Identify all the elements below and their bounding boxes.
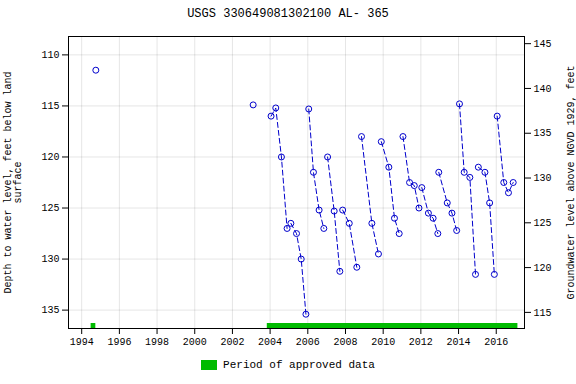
- svg-text:1998: 1998: [145, 337, 169, 348]
- svg-text:2012: 2012: [409, 337, 433, 348]
- svg-text:Groundwater level above NGVD 1: Groundwater level above NGVD 1929, feet: [566, 65, 576, 299]
- svg-text:125: 125: [534, 218, 552, 229]
- svg-text:2010: 2010: [371, 337, 395, 348]
- svg-text:2004: 2004: [258, 337, 282, 348]
- svg-text:2016: 2016: [484, 337, 508, 348]
- svg-text:1994: 1994: [70, 337, 94, 348]
- svg-text:115: 115: [41, 101, 59, 112]
- svg-text:120: 120: [534, 263, 552, 274]
- svg-text:2002: 2002: [220, 337, 244, 348]
- svg-text:115: 115: [534, 308, 552, 319]
- svg-text:2000: 2000: [183, 337, 207, 348]
- svg-text:130: 130: [534, 173, 552, 184]
- svg-text:140: 140: [534, 84, 552, 95]
- svg-text:2006: 2006: [296, 337, 320, 348]
- svg-text:2014: 2014: [447, 337, 471, 348]
- svg-text:130: 130: [41, 254, 59, 265]
- svg-text:135: 135: [41, 305, 59, 316]
- html-text:Period of approved data: Period of approved data: [223, 359, 375, 371]
- svg-text:2008: 2008: [333, 337, 357, 348]
- svg-text:125: 125: [41, 203, 59, 214]
- svg-text:145: 145: [534, 39, 552, 50]
- svg-text:135: 135: [534, 128, 552, 139]
- svg-text:1996: 1996: [107, 337, 131, 348]
- svg-text:120: 120: [41, 152, 59, 163]
- html-text:USGS 330649081302100 AL- 365: USGS 330649081302100 AL- 365: [187, 7, 389, 21]
- svg-text:Depth to water level, feet bel: Depth to water level, feet below landsur…: [3, 71, 24, 293]
- svg-text:110: 110: [41, 50, 59, 61]
